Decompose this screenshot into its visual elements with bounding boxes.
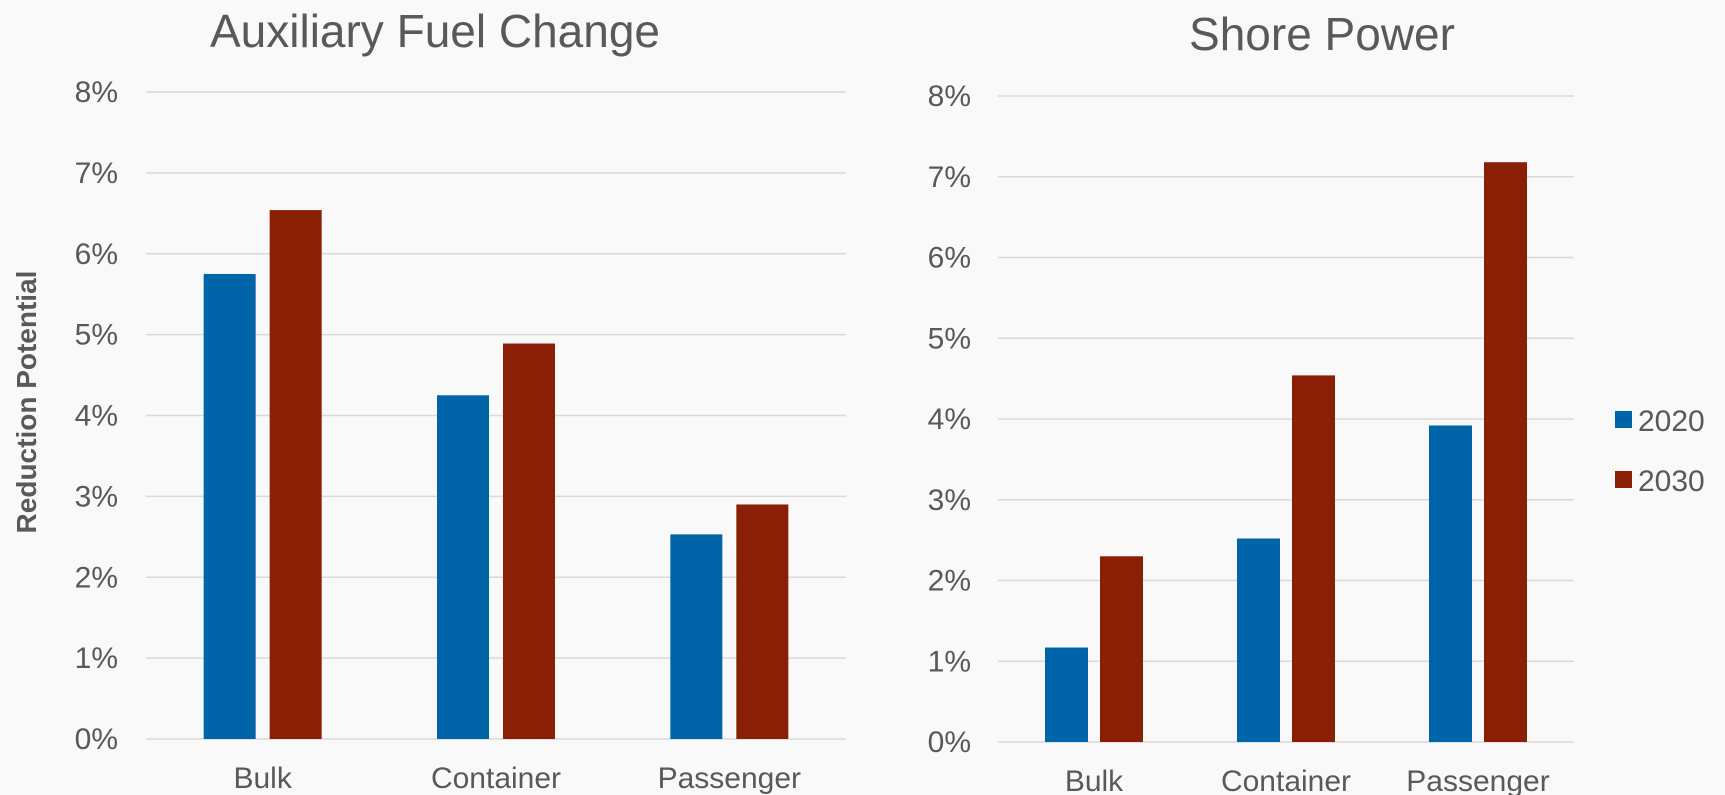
legend: 2020 2030 (1615, 405, 1705, 498)
legend-label-2030: 2030 (1638, 465, 1705, 498)
bar-2030-passenger (1484, 162, 1527, 743)
y-tick-label: 3% (75, 480, 118, 513)
bar-2030-container (1292, 375, 1335, 742)
bar-2020-container (437, 395, 489, 739)
y-tick-label: 6% (75, 238, 118, 271)
x-category-label: Passenger (1406, 765, 1549, 795)
auxiliary-fuel-change-chart: Auxiliary Fuel Change 0% 1% 2% 3% 4% 5% 6% 7% 8%… (75, 5, 846, 795)
bar-2030-container (503, 343, 555, 739)
y-tick-label: 2% (928, 565, 971, 598)
x-category-label: Container (431, 762, 561, 795)
y-tick-label: 8% (75, 76, 118, 109)
y-axis-label: Reduction Potential (11, 271, 42, 534)
y-tick-label: 7% (75, 157, 118, 190)
y-tick-label: 2% (75, 561, 118, 594)
y-tick-label: 0% (928, 726, 971, 759)
bar-2020-passenger (1429, 425, 1472, 742)
shore-power-chart: Shore Power 0% 1% 2% 3% 4% 5% 6% 7% 8% Bulk Contai… (928, 8, 1574, 795)
x-category-label: Passenger (658, 762, 801, 795)
bar-2020-bulk (1045, 647, 1088, 742)
chart-title: Shore Power (1189, 8, 1455, 60)
y-tick-label: 5% (928, 322, 971, 355)
legend-label-2020: 2020 (1638, 405, 1705, 438)
y-tick-label: 6% (928, 242, 971, 275)
x-category-label: Bulk (1065, 765, 1124, 795)
bar-2020-container (1237, 538, 1280, 742)
bar-2020-passenger (670, 534, 723, 739)
y-tick-label: 4% (75, 400, 118, 433)
bar-2030-bulk (269, 210, 322, 739)
bar-2020-bulk (203, 273, 256, 739)
x-category-label: Container (1221, 765, 1351, 795)
chart-title: Auxiliary Fuel Change (210, 5, 660, 57)
bar-2030-bulk (1100, 556, 1143, 742)
y-tick-label: 1% (75, 642, 118, 675)
x-category-label: Bulk (233, 762, 292, 795)
legend-swatch-2030 (1615, 471, 1632, 488)
y-tick-label: 1% (928, 645, 971, 678)
y-tick-label: 8% (928, 80, 971, 113)
y-tick-label: 3% (928, 484, 971, 517)
y-tick-label: 7% (928, 161, 971, 194)
y-tick-label: 4% (928, 403, 971, 436)
legend-swatch-2020 (1615, 411, 1632, 428)
y-tick-label: 0% (75, 723, 118, 756)
y-tick-label: 5% (75, 319, 118, 352)
bar-2030-passenger (736, 504, 789, 739)
